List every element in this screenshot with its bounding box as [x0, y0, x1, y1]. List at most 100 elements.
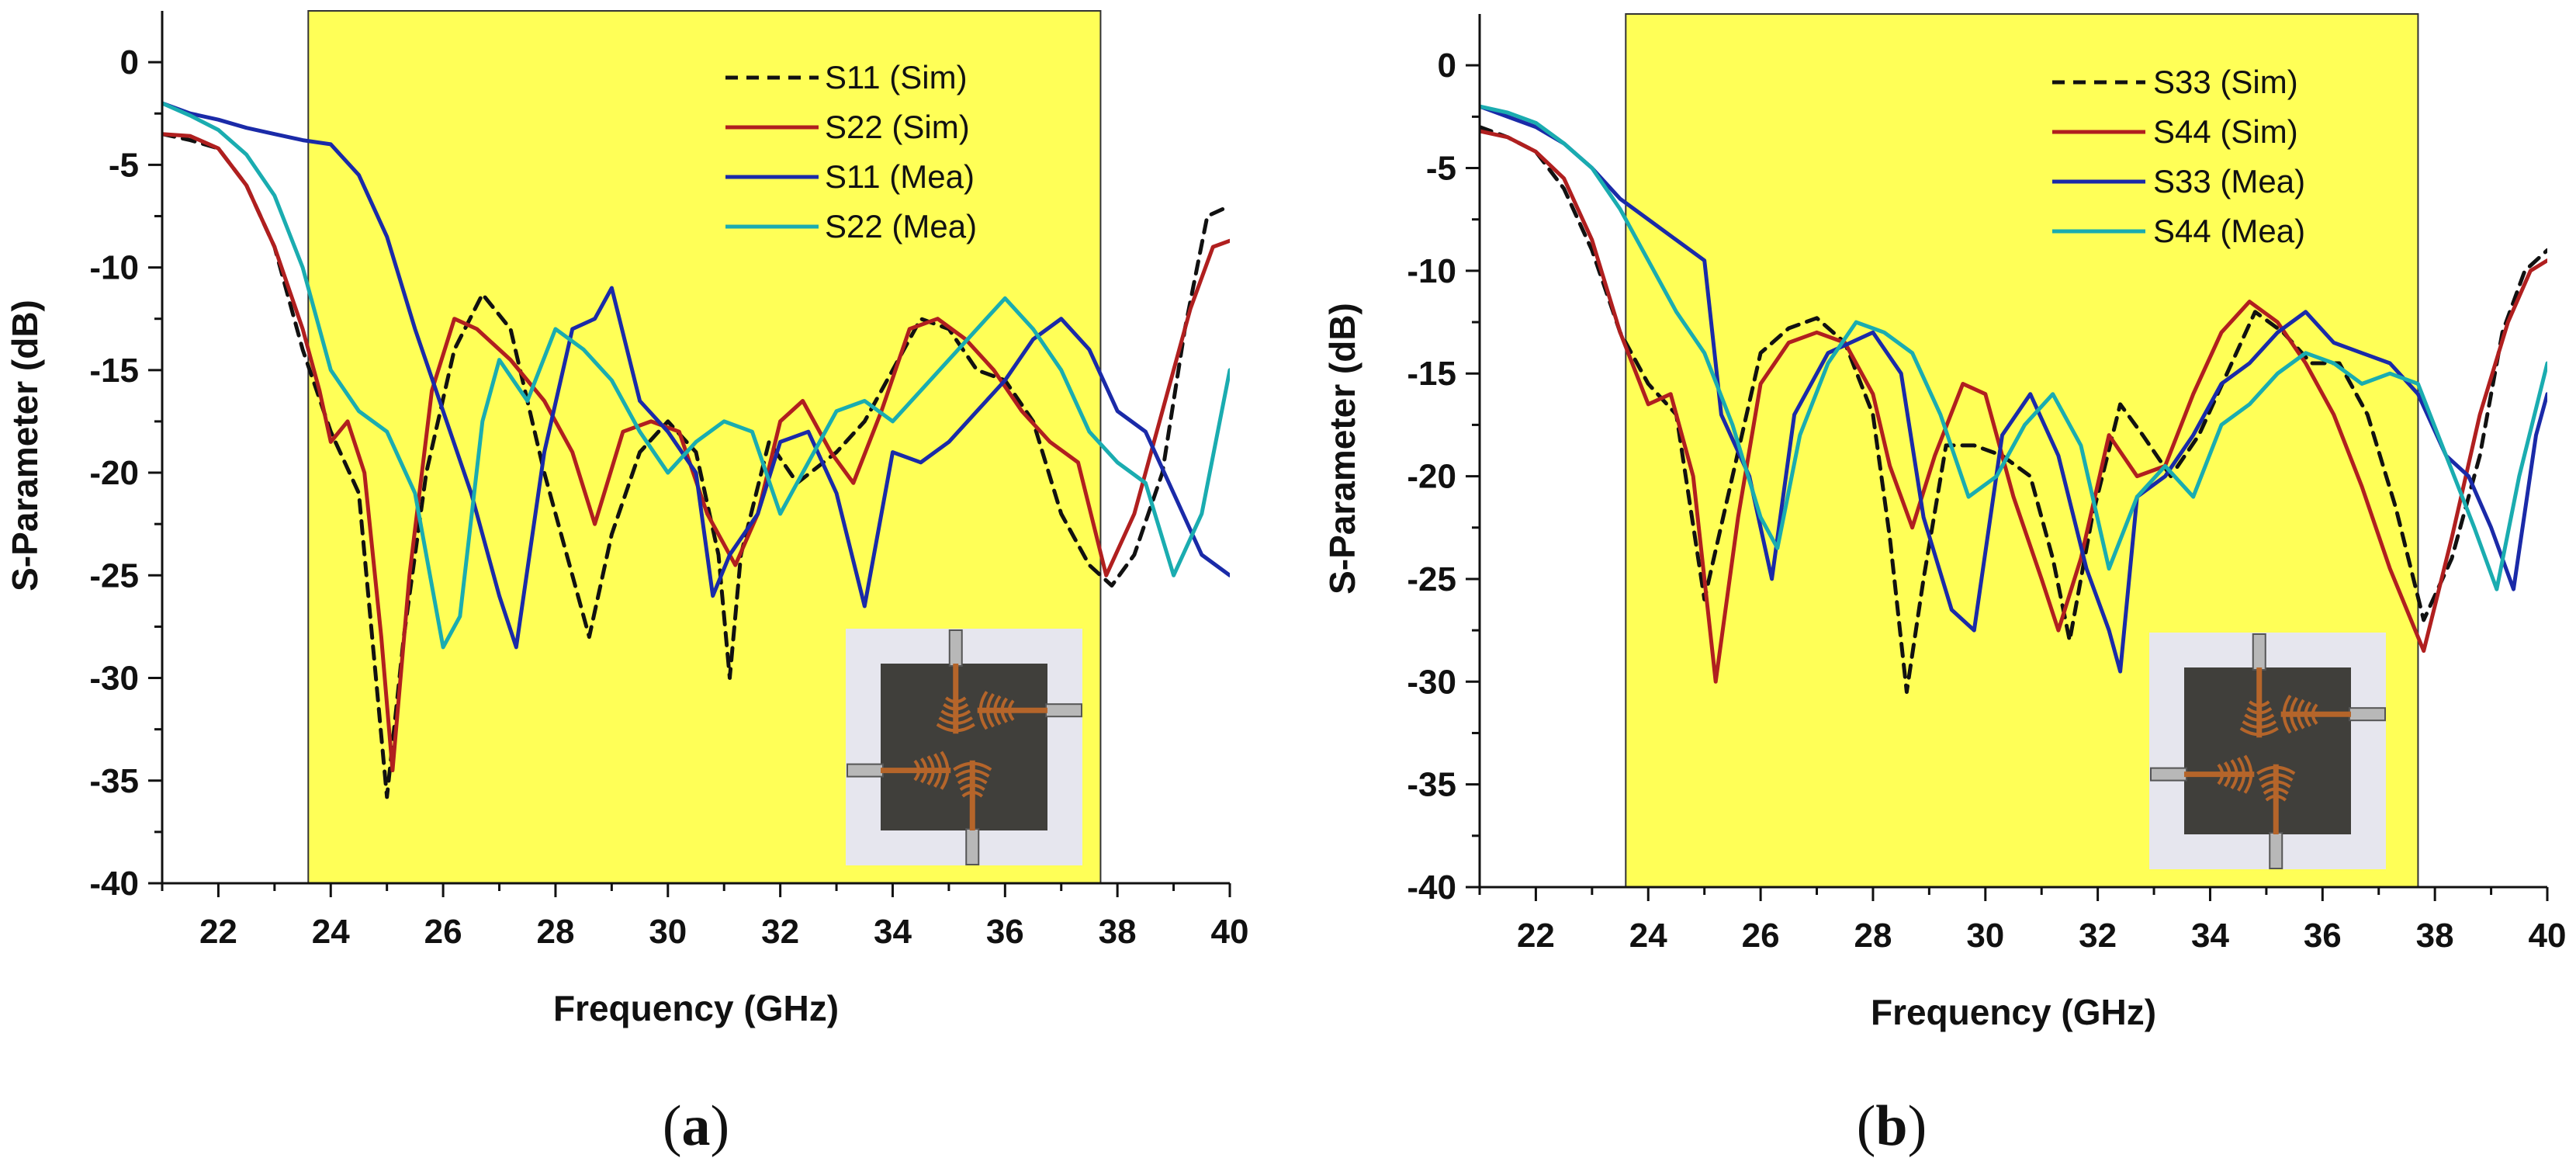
antenna-element	[954, 768, 990, 778]
x-axis-title: Frequency (GHz)	[553, 988, 839, 1028]
x-tick-label: 22	[1517, 917, 1555, 955]
tick-labels: 22 24 26 28 30 32 34 36 38 40 0 -5 -10 -15 -20 -25 -30 -3…	[89, 43, 1248, 951]
legend-label: S22 (Sim)	[825, 109, 970, 145]
x-tick-label: 24	[312, 913, 350, 951]
legend: S33 (Sim) S44 (Sim) S33 (Mea) S44 (Mea)	[2052, 64, 2305, 249]
antenna-element	[2263, 787, 2289, 796]
y-tick-label: -20	[1407, 458, 1456, 496]
series-line-s11-mea	[162, 101, 1230, 650]
x-tick-label: 34	[2191, 917, 2229, 955]
series-group	[162, 101, 1230, 799]
legend-label: S11 (Mea)	[825, 158, 975, 195]
y-tick-label: -35	[1407, 766, 1456, 804]
antenna-element	[2244, 713, 2275, 722]
antenna-element	[953, 761, 992, 771]
x-tick-label: 40	[1211, 913, 1249, 951]
legend-label: S11 (Sim)	[825, 59, 968, 95]
antenna-element	[2258, 772, 2294, 782]
antenna-element	[913, 759, 921, 782]
sma-connector	[2150, 767, 2187, 782]
antenna-element	[961, 790, 983, 798]
series-line-s22-mea	[162, 101, 1230, 650]
antenna-inset-photo	[846, 629, 1082, 865]
antenna-element	[940, 751, 950, 790]
antenna-element	[945, 696, 967, 704]
chart-panel-a: 22 24 26 28 30 32 34 36 38 40 0 -5 -10 -15 -20 -25 -30 -3…	[5, 10, 1248, 1158]
antenna-element	[926, 755, 935, 786]
antenna-element	[2223, 761, 2231, 788]
antenna-element	[2311, 703, 2318, 725]
y-tick-label: -10	[89, 249, 139, 287]
series-line-s11-sim	[162, 132, 1230, 799]
antenna-element	[2289, 696, 2298, 732]
sma-connector	[2252, 633, 2266, 671]
x-tick-label: 40	[2529, 917, 2567, 955]
x-tick-label: 28	[1854, 917, 1892, 955]
antenna-element	[940, 709, 971, 718]
axes	[148, 11, 1231, 897]
antenna-element	[936, 723, 975, 733]
antenna-element	[938, 716, 974, 726]
y-tick-label: 0	[1438, 47, 1456, 85]
sma-connector	[847, 763, 884, 778]
sma-connector	[2269, 832, 2283, 869]
antenna-element	[1000, 697, 1009, 723]
antenna-element	[2249, 700, 2270, 708]
antenna-element	[985, 692, 995, 728]
antenna-element	[993, 695, 1002, 726]
antenna-element	[2304, 701, 2312, 727]
sma-connector	[948, 629, 963, 667]
y-axis-title: S-Parameter (dB)	[5, 300, 45, 591]
antenna-element	[978, 691, 989, 730]
antenna-element	[957, 776, 988, 785]
antenna-element	[1007, 699, 1015, 721]
series-line-s33-sim	[1480, 125, 2547, 694]
antenna-element	[2260, 780, 2291, 789]
y-tick-label: -5	[109, 146, 139, 184]
x-tick-label: 38	[2416, 917, 2454, 955]
y-tick-label: -25	[1407, 560, 1456, 598]
sma-connector	[965, 828, 980, 865]
legend-label: S22 (Mea)	[825, 208, 977, 244]
antenna-element	[2265, 794, 2287, 802]
tick-labels: 22 24 26 28 30 32 34 36 38 40 0 -5 -10 -15 -20 -25 -30 -3…	[1407, 47, 2566, 955]
x-tick-label: 34	[874, 913, 912, 951]
y-tick-label: 0	[120, 43, 139, 81]
x-tick-label: 28	[536, 913, 574, 951]
x-tick-label: 32	[2079, 917, 2117, 955]
antenna-inset-photo	[2149, 633, 2386, 869]
pcb-board	[2184, 667, 2351, 834]
axes	[1466, 14, 2549, 901]
legend-label: S44 (Sim)	[2153, 113, 2298, 150]
y-tick-label: -10	[1407, 252, 1456, 290]
series-line-s44-mea	[1480, 104, 2547, 591]
antenna-element	[2246, 706, 2273, 715]
y-tick-label: -40	[1407, 868, 1456, 907]
antenna-element	[919, 758, 928, 784]
y-tick-label: -15	[89, 352, 139, 390]
y-tick-label: -15	[1407, 355, 1456, 393]
x-tick-label: 30	[1966, 917, 2004, 955]
antenna-element	[933, 753, 943, 788]
legend-label: S44 (Mea)	[2153, 213, 2305, 249]
y-tick-label: -35	[89, 762, 139, 800]
panel-caption-a: (a)	[663, 1094, 729, 1158]
antenna-element	[2297, 699, 2305, 730]
y-tick-label: -20	[89, 454, 139, 492]
y-tick-label: -40	[89, 865, 139, 903]
x-tick-label: 30	[649, 913, 687, 951]
legend-label: S33 (Sim)	[2153, 64, 2298, 100]
x-tick-label: 32	[761, 913, 799, 951]
antenna-element	[2242, 720, 2277, 730]
antenna-element	[943, 702, 969, 711]
antenna-element	[2239, 726, 2279, 737]
legend-label: S33 (Mea)	[2153, 163, 2305, 199]
y-tick-label: -5	[1426, 150, 1456, 188]
x-tick-label: 36	[986, 913, 1024, 951]
antenna-element	[2256, 765, 2296, 775]
sma-connector	[1045, 703, 1082, 718]
sma-connector	[2349, 707, 2386, 722]
y-tick-label: -30	[1407, 663, 1456, 701]
y-tick-label: -30	[89, 660, 139, 698]
x-axis-title: Frequency (GHz)	[1871, 992, 2156, 1032]
